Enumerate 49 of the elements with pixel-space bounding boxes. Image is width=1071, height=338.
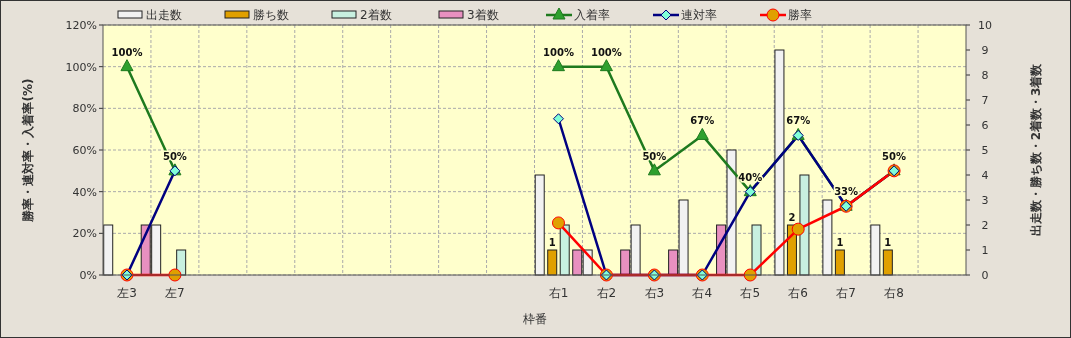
data-label: 100% bbox=[543, 46, 574, 58]
data-label: 1 bbox=[884, 237, 892, 248]
data-label: 1 bbox=[836, 237, 844, 248]
y2-tick-label: 1 bbox=[981, 244, 989, 257]
x-tick-label: 右4 bbox=[692, 286, 713, 300]
x-tick-label: 右8 bbox=[884, 286, 904, 300]
y2-tick-label: 10 bbox=[978, 19, 992, 32]
x-tick-label: 左7 bbox=[165, 286, 185, 300]
legend-label: 3着数 bbox=[467, 8, 499, 22]
x-tick-label: 左3 bbox=[117, 286, 137, 300]
data-label: 1 bbox=[548, 237, 556, 248]
y-axis-title: 勝率・連対率・入着率(%) bbox=[21, 78, 35, 223]
x-axis-title: 枠番 bbox=[521, 312, 547, 326]
data-label: 100% bbox=[590, 46, 622, 58]
y2-tick-label: 2 bbox=[981, 219, 989, 232]
y2-tick-label: 3 bbox=[981, 194, 989, 207]
y-tick-label: 100% bbox=[65, 60, 97, 74]
y2-tick-label: 0 bbox=[981, 269, 989, 282]
legend-label: 勝率 bbox=[788, 8, 812, 22]
data-label: 2 bbox=[788, 212, 796, 223]
legend-label: 勝ち数 bbox=[253, 8, 289, 22]
y-tick-label: 60% bbox=[72, 144, 97, 157]
y2-tick-label: 4 bbox=[981, 169, 989, 182]
x-tick-label: 右5 bbox=[740, 286, 761, 300]
data-label: 50% bbox=[882, 150, 907, 162]
y2-tick-label: 8 bbox=[981, 69, 989, 82]
y-tick-label: 80% bbox=[72, 102, 97, 116]
y2-axis-title: 出走数・勝ち数・2着数・3着数 bbox=[1029, 62, 1043, 237]
data-label: 100% bbox=[111, 46, 143, 58]
x-tick-label: 右1 bbox=[548, 286, 569, 300]
x-tick-label: 右2 bbox=[596, 286, 617, 300]
data-label: 67% bbox=[786, 115, 811, 127]
y2-tick-label: 6 bbox=[981, 119, 989, 132]
y-tick-label: 0% bbox=[79, 269, 97, 282]
y-tick-label: 20% bbox=[72, 227, 97, 241]
data-label: 67% bbox=[690, 115, 715, 127]
y-tick-label: 120% bbox=[65, 19, 97, 32]
legend-label: 連対率 bbox=[681, 8, 717, 22]
x-tick-label: 右6 bbox=[788, 286, 809, 300]
y2-tick-label: 7 bbox=[981, 94, 989, 107]
legend-label: 出走数 bbox=[146, 8, 182, 22]
x-tick-label: 右3 bbox=[644, 286, 665, 300]
legend-label: 2着数 bbox=[360, 8, 392, 22]
x-tick-label: 右7 bbox=[836, 286, 856, 300]
y2-tick-label: 9 bbox=[981, 44, 989, 57]
legend-label: 入着率 bbox=[574, 8, 610, 22]
y-tick-label: 40% bbox=[72, 185, 97, 199]
data-label: 40% bbox=[738, 171, 763, 183]
y2-tick-label: 5 bbox=[981, 144, 989, 157]
